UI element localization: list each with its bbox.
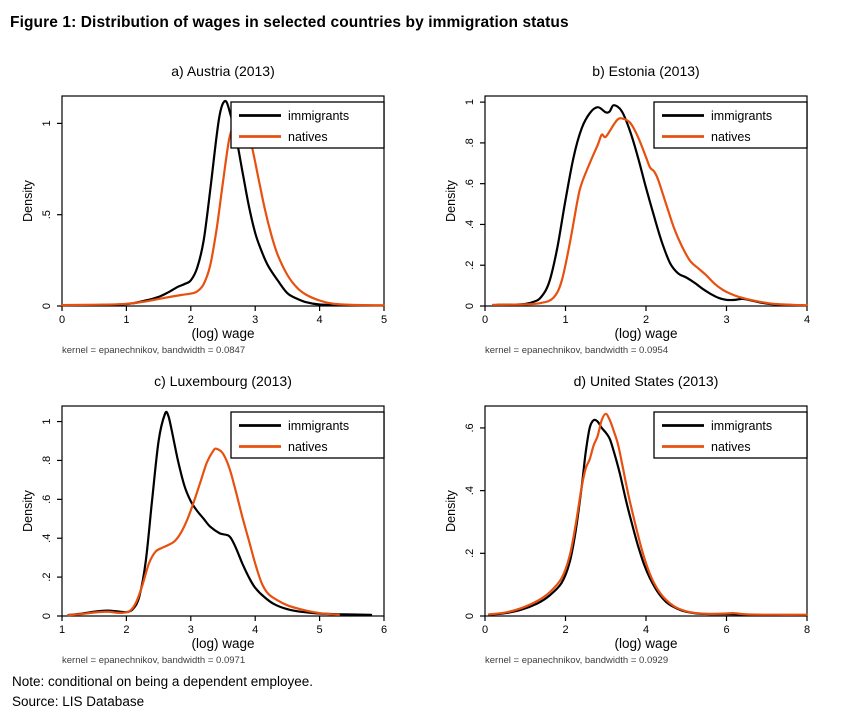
legend-label-natives: natives [711, 440, 751, 454]
x-tick-label: 6 [381, 624, 387, 636]
y-tick-label: .2 [464, 549, 476, 558]
panel-title: b) Estonia (2013) [592, 63, 699, 79]
note-line: Note: conditional on being a dependent e… [12, 674, 313, 689]
x-tick-label: 2 [562, 624, 568, 636]
x-tick-label: 3 [252, 314, 258, 326]
x-axis-label: (log) wage [191, 326, 254, 341]
y-tick-label: 0 [41, 613, 53, 619]
y-axis-label: Density [21, 489, 35, 531]
x-tick-label: 0 [482, 314, 488, 326]
panel-title: c) Luxembourg (2013) [154, 373, 292, 389]
x-tick-label: 1 [123, 314, 129, 326]
x-tick-label: 0 [59, 314, 65, 326]
x-tick-label: 5 [317, 624, 323, 636]
legend-label-natives: natives [711, 130, 751, 144]
legend-box [230, 101, 385, 149]
legend: immigrants natives [653, 411, 808, 459]
y-tick-label: 1 [41, 418, 53, 424]
legend: immigrants natives [230, 101, 385, 149]
y-axis: 0 .2 .4 .6 .8 1 [464, 99, 485, 309]
x-tick-label: 2 [188, 314, 194, 326]
x-tick-label: 6 [723, 624, 729, 636]
y-tick-label: .8 [41, 456, 53, 465]
y-axis-label: Density [21, 179, 35, 221]
y-tick-label: .6 [464, 423, 476, 432]
legend: immigrants natives [653, 101, 808, 149]
kernel-note: kernel = epanechnikov, bandwidth = 0.095… [485, 345, 668, 356]
y-tick-label: 0 [41, 303, 53, 309]
x-tick-label: 0 [482, 624, 488, 636]
legend-label-immigrants: immigrants [288, 109, 349, 123]
y-tick-label: .4 [464, 220, 476, 229]
figure-notes: Note: conditional on being a dependent e… [0, 672, 866, 712]
x-tick-label: 8 [804, 624, 810, 636]
natives-line [67, 447, 340, 617]
x-tick-label: 3 [188, 624, 194, 636]
x-axis: 0 1 2 3 4 [482, 306, 810, 326]
x-tick-label: 5 [381, 314, 387, 326]
x-tick-label: 4 [252, 624, 258, 636]
x-axis: 1 2 3 4 5 6 [59, 616, 387, 636]
y-tick-label: .8 [464, 138, 476, 147]
legend-label-natives: natives [288, 440, 328, 454]
figure-title: Figure 1: Distribution of wages in selec… [10, 14, 569, 31]
y-tick-label: .5 [41, 210, 53, 219]
y-tick-label: .6 [41, 495, 53, 504]
x-tick-label: 4 [643, 624, 649, 636]
x-axis: 0 1 2 3 4 5 [59, 306, 387, 326]
legend-label-immigrants: immigrants [711, 419, 772, 433]
x-tick-label: 4 [317, 314, 323, 326]
natives-line [487, 412, 809, 616]
legend-label-natives: natives [288, 130, 328, 144]
legend-label-immigrants: immigrants [711, 109, 772, 123]
x-axis-label: (log) wage [614, 326, 677, 341]
y-tick-label: 0 [464, 303, 476, 309]
panel-title: a) Austria (2013) [171, 63, 275, 79]
y-tick-label: 0 [464, 613, 476, 619]
y-axis: 0.51 [41, 120, 62, 309]
x-tick-label: 4 [804, 314, 810, 326]
x-axis-label: (log) wage [191, 636, 254, 651]
legend-box [230, 411, 385, 459]
y-tick-label: .6 [464, 179, 476, 188]
y-axis-label: Density [444, 179, 458, 221]
x-tick-label: 2 [123, 624, 129, 636]
x-tick-label: 2 [643, 314, 649, 326]
natives-line [491, 117, 809, 307]
x-tick-label: 3 [723, 314, 729, 326]
panel-title: d) United States (2013) [574, 373, 719, 389]
legend-box [653, 411, 808, 459]
y-tick-label: .2 [41, 573, 53, 582]
chart-panel-austria: a) Austria (2013)0.510 1 2 3 4 5Density(log) … [21, 63, 387, 356]
chart-panel-united-states: d) United States (2013) 0 .2 .4 .6 0 2 4 6 8 Densi… [444, 373, 810, 666]
x-axis: 0 2 4 6 8 [482, 616, 810, 636]
kernel-note: kernel = epanechnikov, bandwidth = 0.092… [485, 655, 668, 666]
legend: immigrants natives [230, 411, 385, 459]
legend-label-immigrants: immigrants [288, 419, 349, 433]
y-axis: 0 .2 .4 .6 [464, 423, 485, 619]
chart-panel-estonia: b) Estonia (2013) 0 .2 .4 .6 .8 1 0 1 2 3 4 Density (… [444, 63, 810, 356]
y-tick-label: .4 [41, 534, 53, 543]
immigrants-line [60, 99, 344, 307]
y-axis-label: Density [444, 489, 458, 531]
x-tick-label: 1 [562, 314, 568, 326]
y-tick-label: .4 [464, 486, 476, 495]
panels-grid: a) Austria (2013) 0.5 1 0 1 2 3 4 5 Density (log) … [0, 56, 866, 668]
y-tick-label: 1 [464, 99, 476, 105]
y-axis: 0 .2 .4 .6 .8 1 [41, 418, 62, 619]
x-axis-label: (log) wage [614, 636, 677, 651]
source-line: Source: LIS Database [12, 694, 145, 709]
y-tick-label: .2 [464, 261, 476, 270]
chart-panel-luxembourg: c) Luxembourg (2013) 0 .2 .4 .6 .8 1 1 2 3 4 5 6 Dens… [21, 373, 387, 666]
legend-box [653, 101, 808, 149]
kernel-note: kernel = epanechnikov, bandwidth = 0.097… [62, 655, 245, 666]
y-tick-label: 1 [41, 120, 53, 126]
kernel-note: kernel = epanechnikov, bandwidth = 0.084… [62, 345, 245, 356]
immigrants-line [496, 104, 805, 307]
x-tick-label: 1 [59, 624, 65, 636]
